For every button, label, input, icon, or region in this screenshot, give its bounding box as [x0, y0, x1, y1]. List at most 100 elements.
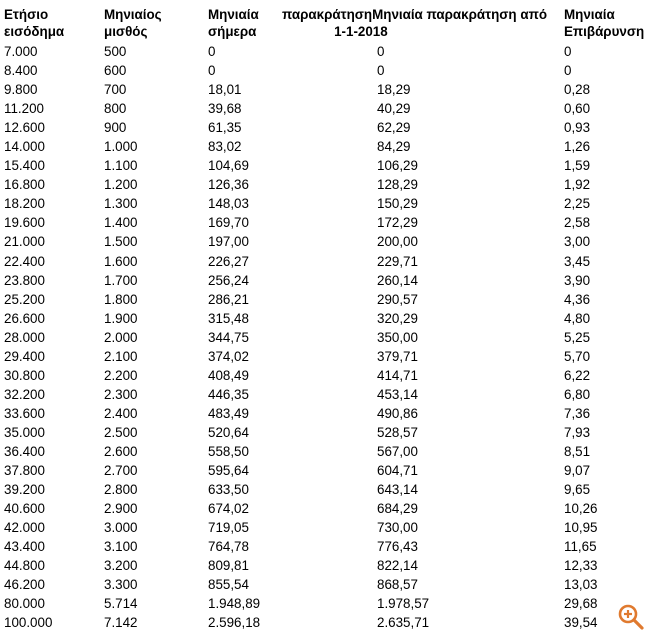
- cell-annual-income: 35.000: [4, 424, 45, 440]
- cell-withholding-2018: 320,29: [377, 310, 418, 326]
- cell-monthly-burden: 3,45: [564, 253, 591, 269]
- table-row: 46.200 3.300 855,54 868,57 13,03: [0, 575, 650, 594]
- cell-withholding-2018: 290,57: [377, 291, 418, 307]
- cell-monthly-burden: 13,03: [564, 577, 598, 593]
- cell-annual-income: 15.400: [4, 158, 45, 174]
- cell-monthly-salary: 1.100: [104, 158, 138, 174]
- cell-monthly-salary: 2.900: [104, 501, 138, 517]
- zoom-in-icon[interactable]: [617, 603, 645, 631]
- cell-monthly-salary: 1.000: [104, 139, 138, 155]
- table-row: 9.800 700 18,01 18,29 0,28: [0, 80, 650, 99]
- cell-withholding-2018: 2.635,71: [377, 615, 430, 631]
- cell-annual-income: 43.400: [4, 539, 45, 555]
- table-row: 14.000 1.000 83,02 84,29 1,26: [0, 137, 650, 156]
- cell-withholding-2018: 0: [377, 44, 385, 59]
- cell-monthly-salary: 2.200: [104, 367, 138, 383]
- header-monthly-burden: Μηνιαία Επιβάρυνση: [564, 7, 645, 39]
- cell-monthly-today: 197,00: [208, 234, 249, 250]
- cell-monthly-today: 483,49: [208, 405, 249, 421]
- cell-monthly-burden: 1,92: [564, 177, 591, 193]
- cell-annual-income: 21.000: [4, 234, 45, 250]
- cell-monthly-today: 226,27: [208, 253, 249, 269]
- cell-withholding-2018: 414,71: [377, 367, 418, 383]
- table-row: 23.800 1.700 256,24 260,14 3,90: [0, 271, 650, 290]
- cell-annual-income: 30.800: [4, 367, 45, 383]
- cell-annual-income: 28.000: [4, 329, 45, 345]
- cell-monthly-burden: 7,36: [564, 405, 591, 421]
- cell-withholding-2018: 350,00: [377, 329, 418, 345]
- cell-monthly-salary: 2.100: [104, 348, 138, 364]
- table-row: 8.400 600 0 0 0: [0, 61, 650, 80]
- cell-monthly-burden: 39,54: [564, 615, 598, 631]
- cell-monthly-burden: 12,33: [564, 558, 598, 574]
- cell-annual-income: 18.200: [4, 196, 45, 212]
- cell-monthly-salary: 1.500: [104, 234, 138, 250]
- cell-annual-income: 7.000: [4, 44, 38, 59]
- cell-monthly-salary: 2.700: [104, 463, 138, 479]
- header-annual-income: Ετήσιο εισόδημα: [4, 7, 65, 39]
- cell-monthly-salary: 500: [104, 44, 127, 59]
- table-row: 33.600 2.400 483,49 490,86 7,36: [0, 404, 650, 423]
- cell-withholding-2018: 1.978,57: [377, 596, 430, 612]
- cell-monthly-salary: 5.714: [104, 596, 138, 612]
- table-row: 43.400 3.100 764,78 776,43 11,65: [0, 537, 650, 556]
- cell-monthly-salary: 2.800: [104, 482, 138, 498]
- cell-monthly-burden: 5,25: [564, 329, 591, 345]
- cell-withholding-2018: 128,29: [377, 177, 418, 193]
- table-header: Ετήσιο εισόδημα Μηνιαίος μισθός Μηνιαία …: [0, 6, 650, 42]
- table-row: 35.000 2.500 520,64 528,57 7,93: [0, 423, 650, 442]
- cell-monthly-salary: 2.500: [104, 424, 138, 440]
- cell-monthly-burden: 0,93: [564, 120, 591, 136]
- cell-monthly-today: 855,54: [208, 577, 249, 593]
- cell-monthly-today: 83,02: [208, 139, 242, 155]
- cell-withholding-2018: 0: [377, 63, 385, 79]
- cell-withholding-2018: 62,29: [377, 120, 411, 136]
- table-row: 12.600 900 61,35 62,29 0,93: [0, 118, 650, 137]
- cell-withholding-2018: 40,29: [377, 101, 411, 117]
- cell-withholding-2018: 453,14: [377, 386, 418, 402]
- cell-withholding-2018: 822,14: [377, 558, 418, 574]
- table-row: 22.400 1.600 226,27 229,71 3,45: [0, 252, 650, 271]
- cell-monthly-today: 0: [208, 63, 216, 79]
- cell-monthly-salary: 800: [104, 101, 127, 117]
- cell-annual-income: 33.600: [4, 405, 45, 421]
- cell-monthly-burden: 10,26: [564, 501, 598, 517]
- table-row: 30.800 2.200 408,49 414,71 6,22: [0, 366, 650, 385]
- table-row: 26.600 1.900 315,48 320,29 4,80: [0, 309, 650, 328]
- cell-annual-income: 80.000: [4, 596, 45, 612]
- cell-monthly-burden: 1,59: [564, 158, 591, 174]
- cell-annual-income: 26.600: [4, 310, 45, 326]
- table-row: 100.000 7.142 2.596,18 2.635,71 39,54: [0, 613, 650, 632]
- cell-monthly-today: 126,36: [208, 177, 249, 193]
- cell-withholding-2018: 684,29: [377, 501, 418, 517]
- table-row: 7.000 500 0 0 0: [0, 42, 650, 61]
- table-row: 11.200 800 39,68 40,29 0,60: [0, 99, 650, 118]
- cell-monthly-today: 104,69: [208, 158, 249, 174]
- cell-monthly-today: 169,70: [208, 215, 249, 231]
- cell-monthly-burden: 7,93: [564, 424, 591, 440]
- cell-withholding-2018: 776,43: [377, 539, 418, 555]
- cell-withholding-2018: 229,71: [377, 253, 418, 269]
- cell-annual-income: 14.000: [4, 139, 45, 155]
- cell-monthly-today: 39,68: [208, 101, 242, 117]
- header-monthly-today: Μηνιαία σήμερα: [208, 7, 259, 39]
- cell-monthly-salary: 1.300: [104, 196, 138, 212]
- cell-monthly-salary: 2.000: [104, 329, 138, 345]
- cell-monthly-burden: 1,26: [564, 139, 591, 155]
- table-row: 29.400 2.100 374,02 379,71 5,70: [0, 347, 650, 366]
- cell-monthly-salary: 1.900: [104, 310, 138, 326]
- cell-monthly-today: 446,35: [208, 386, 249, 402]
- cell-annual-income: 11.200: [4, 101, 44, 117]
- cell-withholding-2018: 260,14: [377, 272, 418, 288]
- cell-monthly-today: 286,21: [208, 291, 249, 307]
- table-row: 18.200 1.300 148,03 150,29 2,25: [0, 194, 650, 213]
- cell-withholding-2018: 172,29: [377, 215, 418, 231]
- cell-monthly-burden: 0: [564, 44, 572, 59]
- table-row: 15.400 1.100 104,69 106,29 1,59: [0, 156, 650, 175]
- cell-monthly-burden: 6,80: [564, 386, 591, 402]
- cell-monthly-burden: 0,28: [564, 82, 591, 98]
- cell-withholding-2018: 379,71: [377, 348, 418, 364]
- table-row: 36.400 2.600 558,50 567,00 8,51: [0, 442, 650, 461]
- cell-withholding-2018: 643,14: [377, 482, 418, 498]
- cell-monthly-burden: 10,95: [564, 520, 598, 536]
